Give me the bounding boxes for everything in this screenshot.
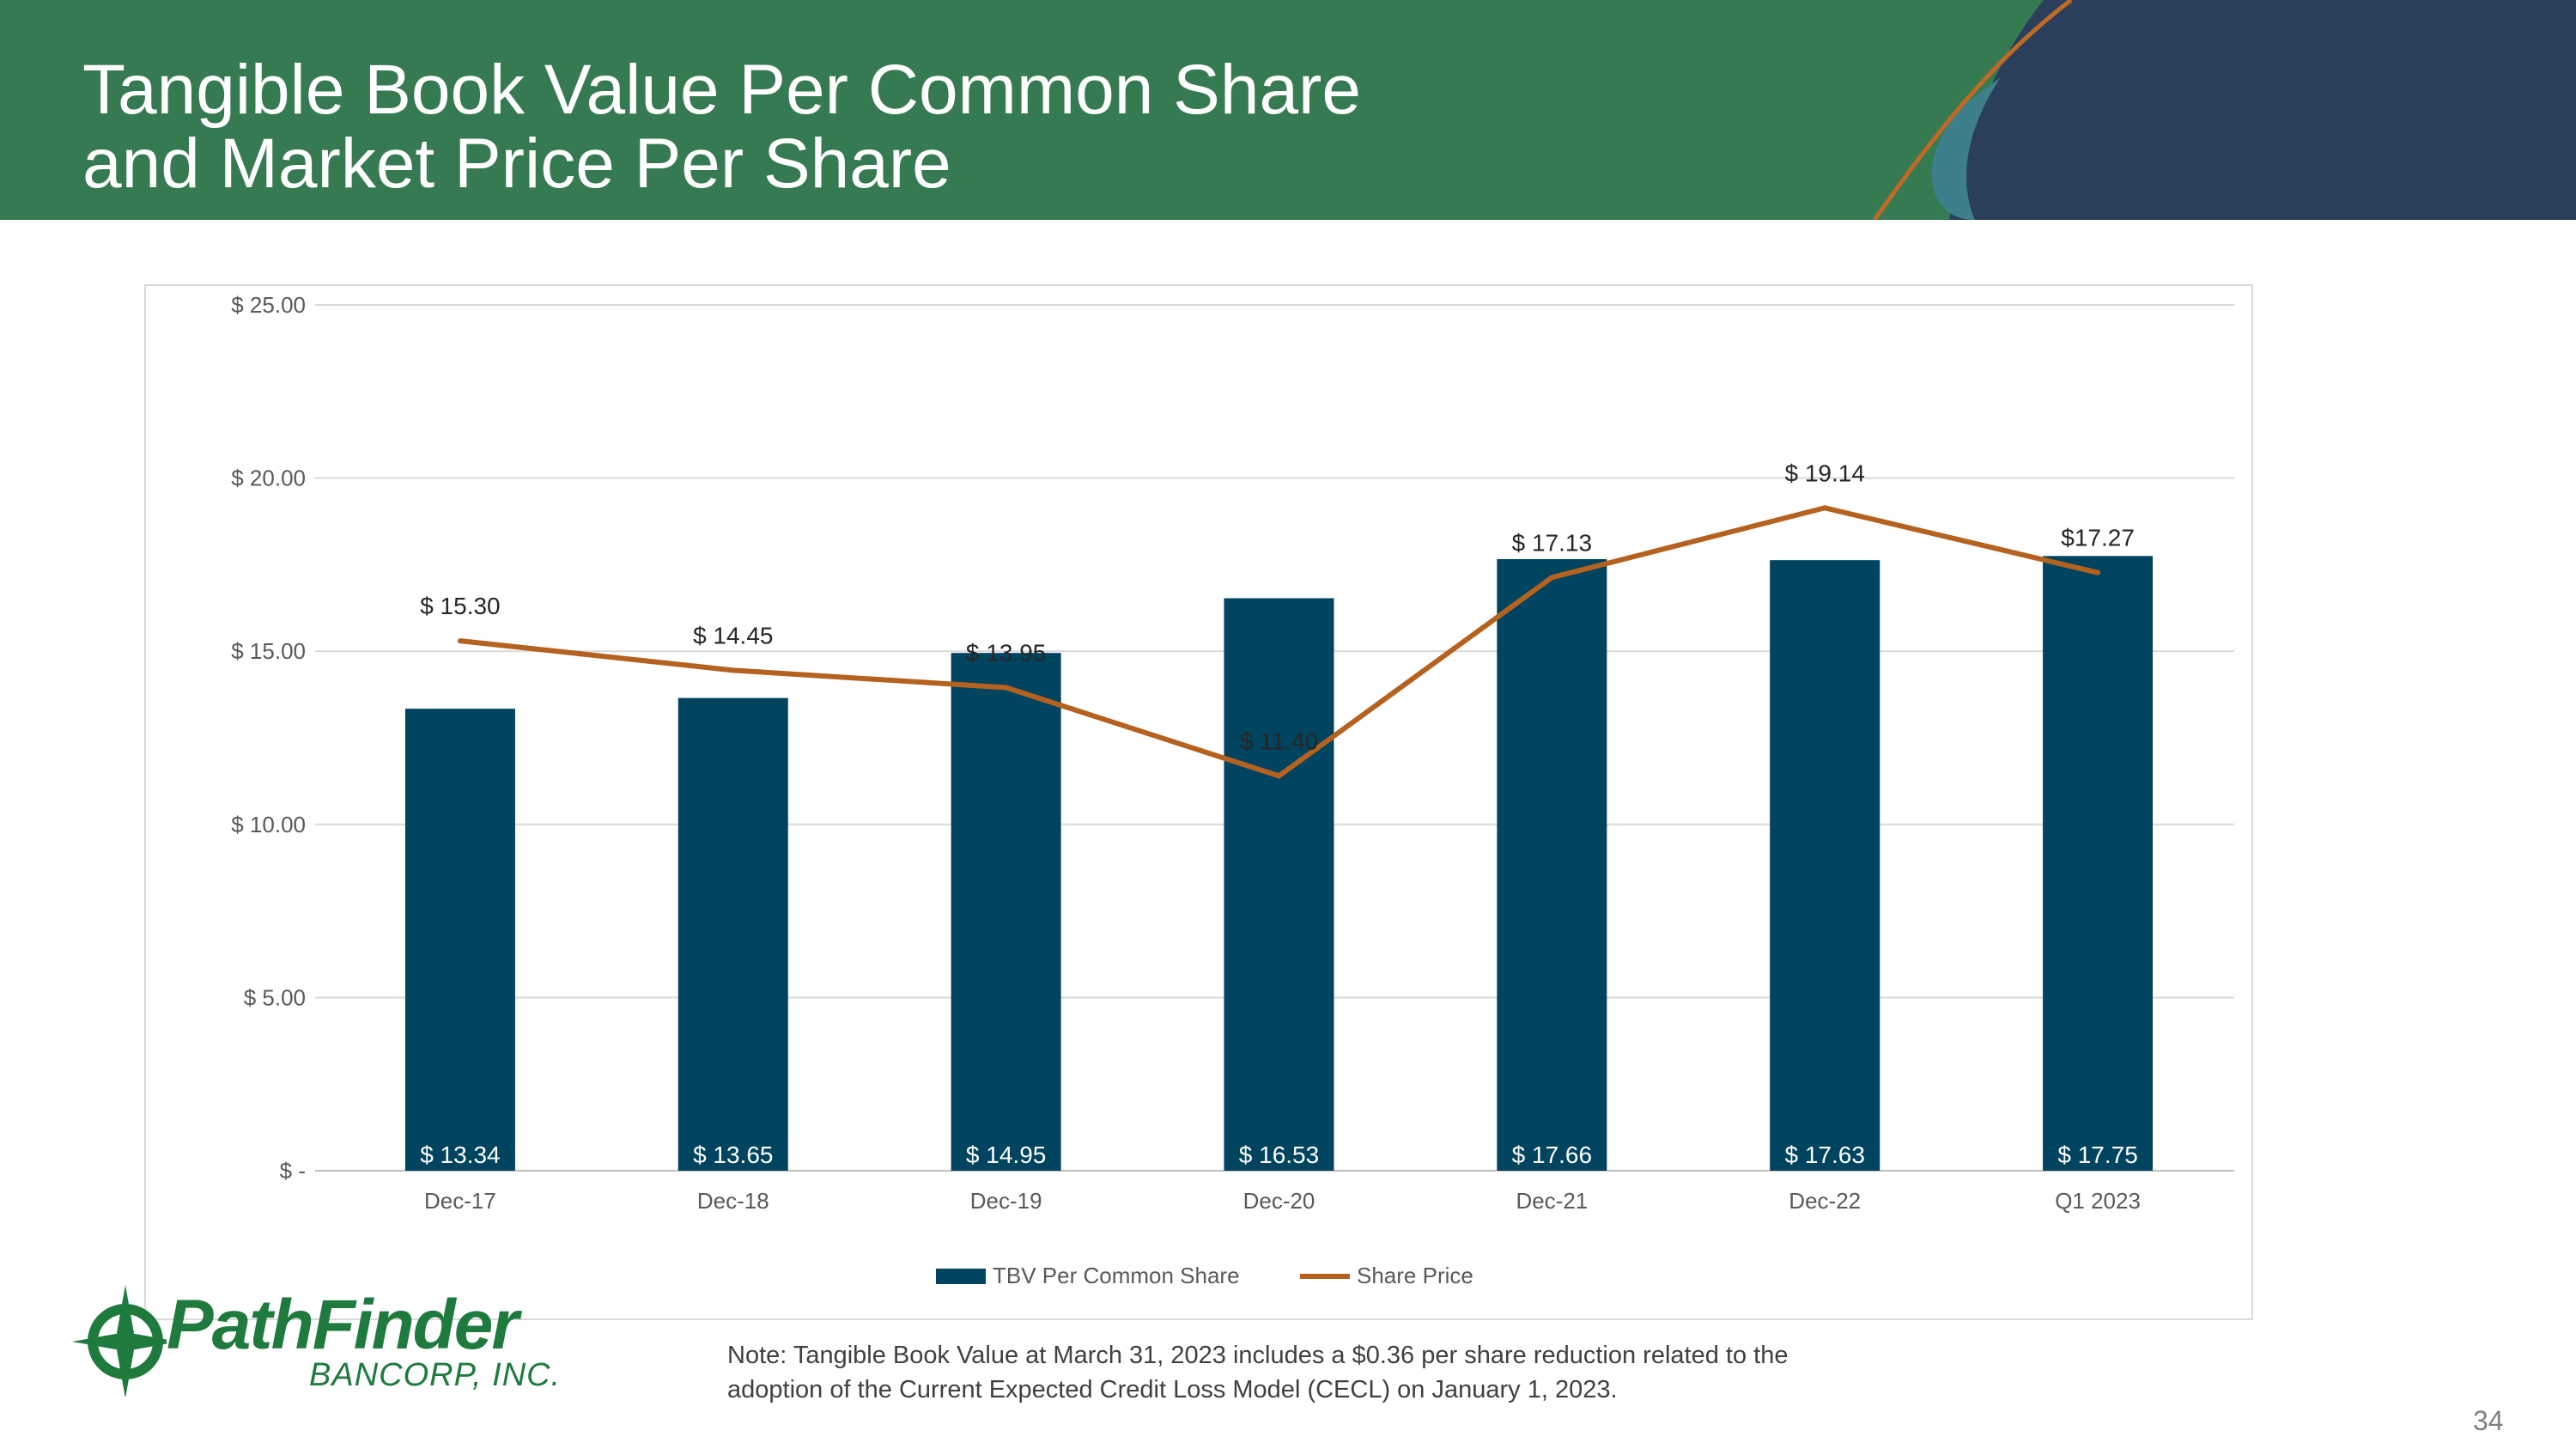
line-data-label: $ 17.13 — [1512, 529, 1592, 556]
line-point — [1822, 505, 1828, 511]
line-data-label: $ 13.95 — [966, 640, 1046, 667]
line-point — [1276, 773, 1282, 779]
bar — [677, 697, 788, 1171]
line-data-label: $ 11.40 — [1240, 728, 1318, 754]
bar-data-label: $ 17.63 — [1785, 1142, 1865, 1168]
line-point — [2095, 569, 2101, 575]
x-tick-label: Dec-22 — [1789, 1188, 1861, 1214]
bar — [404, 709, 515, 1171]
y-tick-label: $ 25.00 — [231, 292, 306, 318]
header-banner: Tangible Book Value Per Common Share and… — [0, 0, 2576, 220]
x-tick-label: Q1 2023 — [2055, 1188, 2141, 1214]
x-tick-label: Dec-20 — [1243, 1188, 1315, 1214]
bar — [1770, 560, 1880, 1171]
company-logo: PathFinder BANCORP, INC. — [72, 1285, 560, 1405]
bar-data-label: $ 17.66 — [1512, 1142, 1592, 1168]
header-teal-shape — [1931, 77, 2001, 220]
title-line-1: Tangible Book Value Per Common Share — [82, 51, 1361, 129]
legend-bar-label: TBV Per Common Share — [993, 1263, 1240, 1288]
line-point — [1549, 575, 1555, 581]
logo-subtitle: BANCORP, INC. — [309, 1357, 562, 1393]
footnote: Note: Tangible Book Value at March 31, 2… — [727, 1338, 2015, 1407]
bar — [951, 653, 1061, 1171]
line-data-label: $ 14.45 — [693, 622, 773, 648]
bar-data-label: $ 13.34 — [420, 1142, 500, 1168]
y-tick-label: $ 20.00 — [231, 466, 306, 491]
line-data-label: $ 15.30 — [420, 593, 500, 619]
footnote-line-1: Note: Tangible Book Value at March 31, 2… — [727, 1342, 1789, 1369]
line-point — [730, 667, 736, 673]
x-tick-label: Dec-19 — [970, 1188, 1042, 1214]
combo-chart: $ - $ 5.00 $ 10.00 $ 15.00 $ 20.00 $ 25.00 $ 1… — [231, 292, 2234, 1288]
y-tick-label: $ 15.00 — [231, 638, 306, 664]
line-point — [1003, 685, 1009, 691]
chart-frame: $ - $ 5.00 $ 10.00 $ 15.00 $ 20.00 $ 25.00 $ 1… — [144, 284, 2253, 1320]
footnote-line-2: adoption of the Current Expected Credit … — [727, 1376, 1618, 1403]
header-decoration — [1872, 0, 2576, 220]
bar — [2043, 556, 2154, 1171]
x-tick-label: Dec-17 — [424, 1188, 496, 1214]
compass-logo-icon — [72, 1285, 167, 1397]
logo-wordmark: PathFinder — [167, 1286, 519, 1364]
line-point — [457, 638, 463, 644]
title-line-2: and Market Price Per Share — [82, 125, 951, 203]
legend-line-label: Share Price — [1357, 1263, 1473, 1288]
x-tick-label: Dec-21 — [1516, 1188, 1588, 1214]
y-tick-label: $ 5.00 — [244, 984, 306, 1010]
header-orange-arc — [1872, 0, 2073, 220]
bar-data-label: $ 16.53 — [1239, 1142, 1319, 1168]
page-number: 34 — [2473, 1405, 2504, 1436]
bar-data-label: $ 14.95 — [966, 1142, 1046, 1168]
y-tick-label: $ 10.00 — [231, 812, 306, 837]
legend-bar-swatch — [936, 1269, 986, 1284]
bar-data-label: $ 13.65 — [693, 1142, 773, 1168]
bar-data-label: $ 17.75 — [2057, 1142, 2137, 1168]
line-data-label: $17.27 — [2061, 525, 2135, 551]
bar — [1224, 598, 1334, 1171]
y-tick-label: $ - — [280, 1158, 306, 1184]
bar — [1497, 558, 1607, 1171]
x-tick-label: Dec-18 — [697, 1188, 769, 1214]
header-navy-shape — [1949, 0, 2576, 220]
page-title: Tangible Book Value Per Common Share and… — [82, 53, 1361, 201]
line-data-label: $ 19.14 — [1785, 460, 1865, 486]
